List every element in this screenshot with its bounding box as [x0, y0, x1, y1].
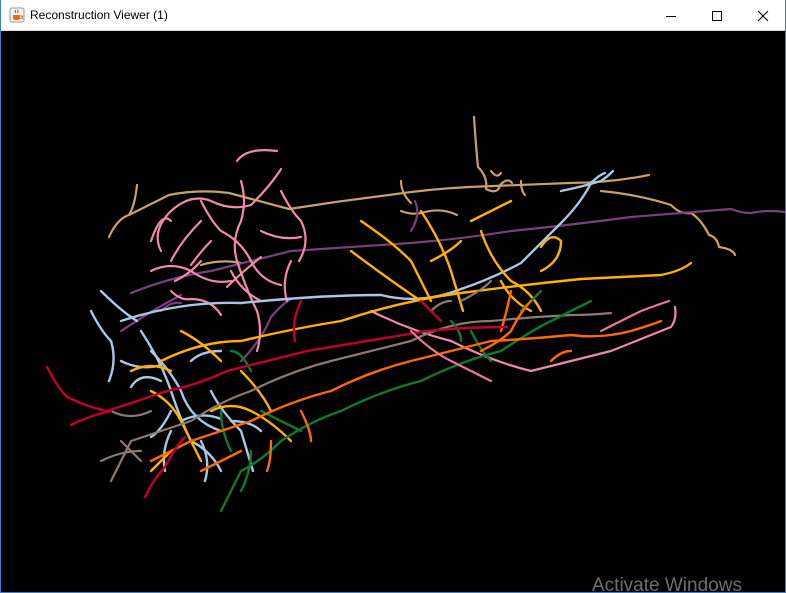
- close-button[interactable]: [740, 0, 786, 31]
- neuron-gold: [129, 199, 693, 473]
- maximize-icon: [712, 10, 722, 21]
- activate-windows-watermark: Activate Windows: [592, 575, 742, 593]
- neuron-green: [219, 289, 593, 513]
- window-title: Reconstruction Viewer (1): [30, 8, 168, 22]
- title-bar[interactable]: Reconstruction Viewer (1): [0, 0, 786, 31]
- java-coffee-cup-icon: [9, 7, 25, 23]
- minimize-icon: [666, 15, 676, 17]
- neuron-crimson: [45, 299, 509, 499]
- neuron-reconstruction-render: [45, 115, 785, 513]
- minimize-button[interactable]: [648, 0, 694, 31]
- close-icon: [757, 10, 769, 21]
- neuron-pink: [149, 149, 677, 373]
- maximize-button[interactable]: [694, 0, 740, 31]
- neuron-gray-brown: [99, 279, 613, 483]
- reconstruction-canvas[interactable]: [1, 31, 785, 592]
- neuron-rose: [409, 299, 671, 383]
- neuron-light-blue: [89, 169, 615, 483]
